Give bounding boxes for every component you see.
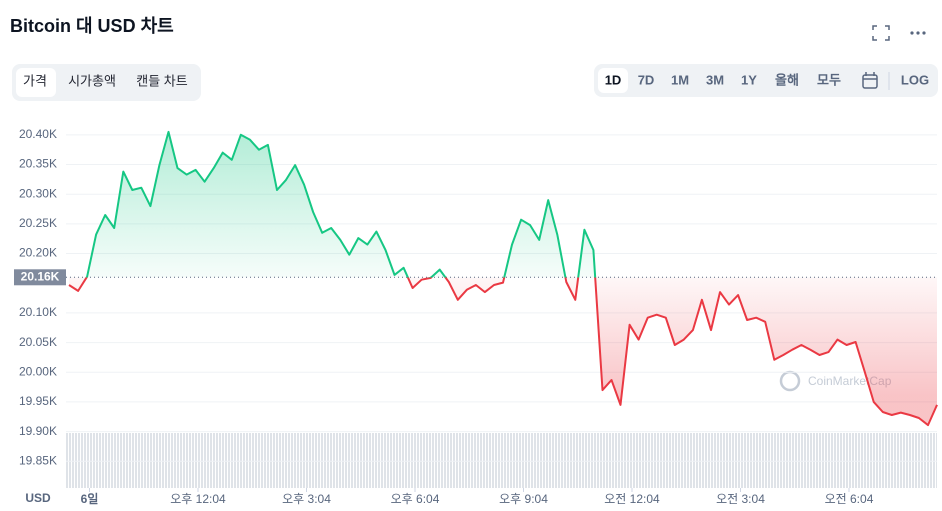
x-tick-label: 오후 12:04 [170,492,226,506]
y-tick-label: 20.20K [19,246,57,260]
range-button[interactable]: 1D [605,72,622,87]
range-selected [598,68,628,93]
y-tick-label: 20.05K [19,335,57,349]
log-button[interactable]: LOG [901,72,929,87]
tab[interactable]: 가격 [23,73,47,88]
range-button[interactable]: 1M [671,72,689,87]
y-unit-label: USD [25,491,51,505]
x-tick-label: 오후 6:04 [391,492,440,506]
tab[interactable]: 캔들 차트 [136,73,187,88]
y-tick-label: 20.25K [19,216,57,230]
calendar-icon[interactable] [862,72,878,89]
range-button[interactable]: 모두 [817,72,841,87]
reference-box [14,269,66,286]
x-tick-label: 오전 12:04 [604,492,660,506]
y-tick-label: 19.85K [19,453,57,467]
x-tick-label: 오후 3:04 [282,492,331,506]
y-tick-label: 20.00K [19,364,57,378]
y-tick-label: 20.35K [19,157,57,171]
y-tick-label: 19.95K [19,394,57,408]
range-button[interactable]: 7D [638,72,655,87]
y-tick-label: 19.90K [19,424,57,438]
x-tick-label: 6일 [81,492,99,506]
y-tick-label: 20.30K [19,186,57,200]
tab-bar [12,64,201,101]
x-tick-label: 오전 6:04 [825,492,874,506]
fullscreen-icon[interactable] [872,25,890,41]
y-tick-label: 20.40K [19,127,57,141]
range-button[interactable]: 올해 [775,72,799,87]
tab[interactable]: 시가총액 [68,73,116,88]
reference-label: 20.16K [21,269,60,283]
tab-selected [16,68,56,97]
range-button[interactable]: 1Y [741,72,757,87]
range-button[interactable]: 3M [706,72,724,87]
x-tick-label: 오전 3:04 [716,492,765,506]
more-icon[interactable] [910,31,926,35]
y-tick-label: 20.10K [19,305,57,319]
chart-title: Bitcoin 대 USD 차트 [10,16,174,36]
volume-bars [66,433,937,488]
x-tick-label: 오후 9:04 [499,492,548,506]
price-line [68,130,938,427]
range-bar [594,64,938,97]
